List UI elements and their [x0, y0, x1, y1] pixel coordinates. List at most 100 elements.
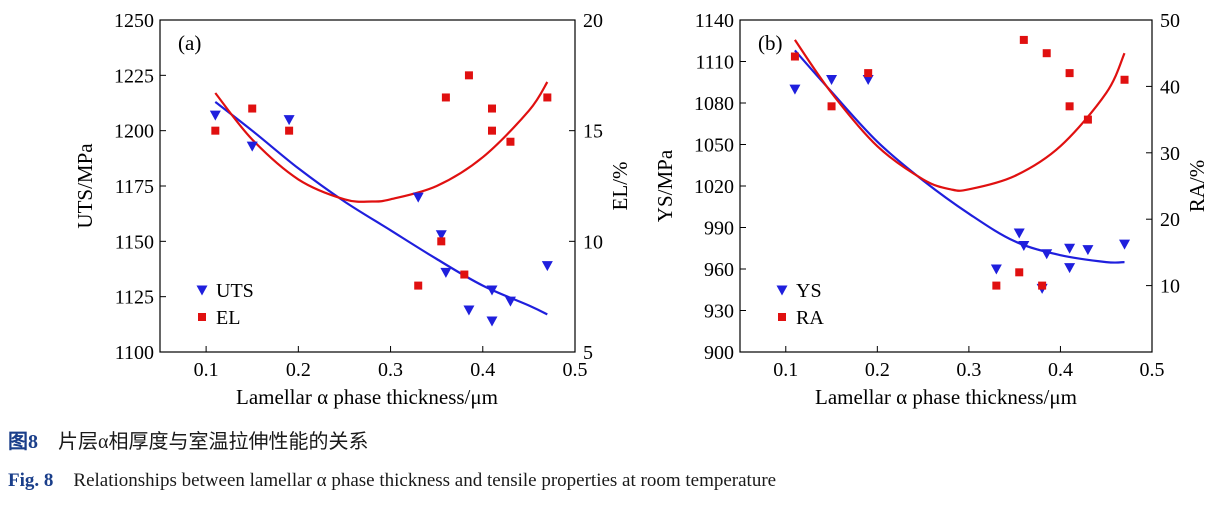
chart1-point-uts: [246, 141, 258, 152]
chart2-point-ys: [789, 84, 801, 95]
chart2-yright-tick-label: 40: [1160, 76, 1180, 98]
chart2-point-ra: [992, 281, 1001, 290]
chart2-legend-label-ys: YS: [796, 280, 822, 302]
chart1-point-el: [248, 104, 257, 113]
chart1-point-uts: [463, 305, 475, 316]
chart1-yright-tick-label: 20: [583, 10, 603, 32]
chart1-yleft-tick-label: 1175: [115, 176, 154, 198]
caption-cn-label: 图8: [8, 431, 38, 453]
chart1-yleft-tick-label: 1100: [115, 342, 154, 364]
charts-area: 0.1 0.2 0.3 0.4 0.5 1100 1125 1150 1175 1200 1225 1…: [73, 10, 1209, 409]
chart1-fit-curve-el: [214, 81, 549, 203]
caption-english: Fig. 8 Relationships between lamellar α p…: [8, 470, 776, 492]
chart2-yleft-tick-label: 960: [704, 259, 734, 281]
chart1-panel-label: (a): [178, 31, 201, 55]
chart1-fit-curve-uts: [214, 101, 548, 316]
chart1-x-tick-label: 0.3: [378, 359, 403, 381]
chart1-legend-label-el: EL: [216, 307, 240, 329]
chart1-point-el: [506, 137, 515, 146]
chart1-point-el: [488, 104, 496, 113]
chart2-point-ra: [1038, 281, 1047, 290]
chart1-yright-tick-label: 5: [583, 342, 593, 364]
chart1-point-el: [460, 270, 469, 279]
chart1-point-el: [441, 93, 450, 102]
chart1-point-el: [543, 93, 552, 102]
chart2-point-ys: [862, 74, 874, 85]
chart2-x-tick-label: 0.3: [956, 359, 981, 381]
chart1-legend-marker-uts: [196, 285, 208, 296]
chart1-yleft-tick-label: 1200: [114, 121, 154, 143]
chart1-x-tick-label: 0.4: [470, 359, 495, 381]
chart1-point-uts: [412, 192, 424, 203]
chart2-yright-tick-label: 30: [1160, 143, 1180, 165]
chart1-point-el: [437, 237, 446, 246]
chart2-yright-tick-label: 50: [1160, 10, 1180, 32]
chart1-point-el: [464, 71, 473, 80]
chart1-y-axis-left-label: UTS/MPa: [73, 143, 97, 229]
chart2-point-ra: [1042, 49, 1051, 58]
chart1-point-el: [488, 126, 496, 135]
chart2-point-ys: [1119, 239, 1131, 250]
caption-en-text: Relationships between lamellar α phase t…: [73, 470, 777, 491]
chart2-x-tick-label: 0.5: [1140, 359, 1165, 381]
chart2-point-ys: [990, 264, 1002, 275]
chart1-point-uts: [435, 230, 447, 241]
chart1-point-el: [211, 126, 220, 135]
chart2-point-ra: [864, 69, 873, 78]
chart2-point-ys: [1013, 228, 1025, 239]
chart2-panel-label: (b): [758, 31, 783, 55]
caption-cn-text: 片层α相厚度与室温拉伸性能的关系: [58, 431, 369, 453]
chart1-yright-tick-label: 10: [583, 231, 603, 253]
chart1-yleft-tick-label: 1125: [115, 287, 154, 309]
chart1-legend-label-uts: UTS: [216, 280, 254, 302]
chart1-point-uts: [440, 267, 452, 278]
chart2-fit-curve-ra: [793, 39, 1126, 192]
chart2-fit-curve-ys: [794, 49, 1125, 264]
chart1-yleft-tick-label: 1150: [115, 231, 154, 253]
chart2-point-ra: [827, 102, 836, 111]
chart2-point-ys: [1082, 245, 1094, 256]
chart2-yleft-tick-label: 1080: [694, 93, 734, 115]
chart2-point-ra: [1120, 75, 1129, 84]
chart2-x-tick-label: 0.2: [865, 359, 890, 381]
chart1-point-el: [285, 126, 294, 135]
chart2-point-ys: [1064, 243, 1076, 254]
chart2-point-ys: [1041, 249, 1053, 260]
chart2-legend-marker-ra: [778, 313, 786, 321]
chart2-yleft-tick-label: 1050: [694, 135, 734, 157]
chart2-yleft-tick-label: 1110: [695, 52, 734, 74]
chart2-point-ra: [790, 52, 799, 61]
chart2-point-ys: [826, 74, 838, 85]
chart2-yleft-tick-label: 930: [704, 301, 734, 323]
chart1-yleft-tick-label: 1250: [114, 10, 154, 32]
chart2-point-ra: [1019, 35, 1028, 44]
chart2-yleft-tick-label: 990: [704, 218, 734, 240]
chart2-x-tick-label: 0.4: [1048, 359, 1073, 381]
chart2-point-ys: [1064, 263, 1076, 274]
chart2-point-ra: [1065, 69, 1074, 78]
chart1-point-uts: [283, 115, 295, 126]
chart1-x-axis-label: Lamellar α phase thickness/μm: [236, 385, 498, 409]
chart2-point-ra: [1065, 102, 1074, 111]
caption-chinese: 图8 片层α相厚度与室温拉伸性能的关系: [8, 425, 368, 454]
chart1-yright-tick-label: 15: [583, 121, 603, 143]
chart1-yleft-tick-label: 1225: [114, 65, 154, 87]
chart1-point-uts: [486, 316, 498, 327]
chart2-y-axis-left-label: YS/MPa: [653, 149, 677, 222]
chart1-x-tick-label: 0.2: [286, 359, 311, 381]
chart1-point-uts: [504, 296, 516, 307]
chart2-yright-tick-label: 20: [1160, 209, 1180, 231]
chart1-point-uts: [209, 110, 221, 121]
chart2-point-ra: [1015, 268, 1024, 277]
chart1-y-axis-right-label: EL/%: [608, 162, 632, 211]
chart2-y-axis-right-label: RA/%: [1185, 160, 1209, 213]
chart2-legend-label-ra: RA: [796, 307, 824, 329]
chart2-yleft-tick-label: 1140: [695, 10, 734, 32]
chart2-yleft-tick-label: 1020: [694, 176, 734, 198]
chart1-legend-marker-el: [198, 313, 206, 321]
chart2-point-ra: [1083, 115, 1092, 124]
chart2-x-tick-label: 0.1: [773, 359, 798, 381]
chart1-point-uts: [486, 285, 498, 296]
chart1-x-tick-label: 0.5: [563, 359, 588, 381]
chart1-point-uts: [541, 261, 553, 272]
